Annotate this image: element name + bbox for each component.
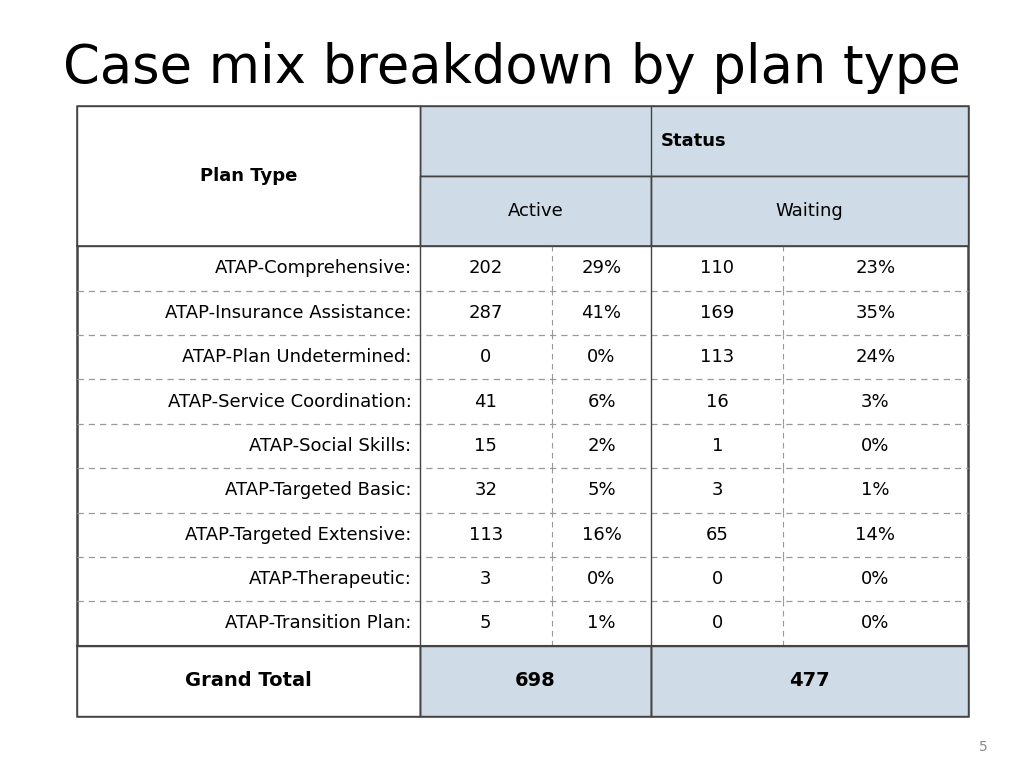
Text: ATAP-Therapeutic:: ATAP-Therapeutic: [249, 570, 412, 588]
Text: ATAP-Comprehensive:: ATAP-Comprehensive: [214, 260, 412, 277]
Text: 65: 65 [706, 526, 729, 544]
Text: ATAP-Insurance Assistance:: ATAP-Insurance Assistance: [165, 304, 412, 322]
Text: 1%: 1% [588, 614, 615, 633]
Text: 35%: 35% [855, 304, 896, 322]
Text: 698: 698 [515, 671, 556, 690]
Text: 287: 287 [469, 304, 503, 322]
Text: 202: 202 [469, 260, 503, 277]
Text: 0: 0 [712, 614, 723, 633]
Text: 16: 16 [706, 392, 729, 411]
Text: 5%: 5% [587, 482, 615, 499]
Text: 23%: 23% [855, 260, 896, 277]
Text: 3: 3 [480, 570, 492, 588]
Text: 41%: 41% [582, 304, 622, 322]
Text: 477: 477 [790, 671, 829, 690]
Text: Status: Status [660, 132, 727, 150]
Text: 15: 15 [474, 437, 497, 455]
Text: 5: 5 [979, 740, 988, 754]
Text: 29%: 29% [582, 260, 622, 277]
Text: Waiting: Waiting [775, 202, 844, 220]
Text: 169: 169 [700, 304, 734, 322]
Text: 113: 113 [469, 526, 503, 544]
Text: 5: 5 [480, 614, 492, 633]
Text: ATAP-Targeted Extensive:: ATAP-Targeted Extensive: [185, 526, 412, 544]
Text: Grand Total: Grand Total [185, 671, 311, 690]
Text: Active: Active [508, 202, 563, 220]
Text: Plan Type: Plan Type [200, 167, 297, 185]
Text: 16%: 16% [582, 526, 622, 544]
Text: ATAP-Social Skills:: ATAP-Social Skills: [250, 437, 412, 455]
Text: 32: 32 [474, 482, 498, 499]
Text: 1%: 1% [861, 482, 890, 499]
Text: 0%: 0% [861, 437, 890, 455]
Text: 0%: 0% [861, 570, 890, 588]
Text: ATAP-Plan Undetermined:: ATAP-Plan Undetermined: [182, 348, 412, 366]
Text: 113: 113 [700, 348, 734, 366]
Text: 14%: 14% [855, 526, 895, 544]
Text: 24%: 24% [855, 348, 896, 366]
Text: 0%: 0% [861, 614, 890, 633]
Text: 6%: 6% [588, 392, 615, 411]
Text: Case mix breakdown by plan type: Case mix breakdown by plan type [63, 42, 961, 94]
Text: 1: 1 [712, 437, 723, 455]
Text: ATAP-Targeted Basic:: ATAP-Targeted Basic: [225, 482, 412, 499]
Text: ATAP-Service Coordination:: ATAP-Service Coordination: [168, 392, 412, 411]
Text: 0: 0 [480, 348, 492, 366]
Text: 3: 3 [712, 482, 723, 499]
Text: 2%: 2% [587, 437, 615, 455]
Text: 110: 110 [700, 260, 734, 277]
Text: 41: 41 [474, 392, 497, 411]
Text: 0: 0 [712, 570, 723, 588]
Text: 0%: 0% [588, 570, 615, 588]
Text: ATAP-Transition Plan:: ATAP-Transition Plan: [225, 614, 412, 633]
Text: 0%: 0% [588, 348, 615, 366]
Text: 3%: 3% [861, 392, 890, 411]
